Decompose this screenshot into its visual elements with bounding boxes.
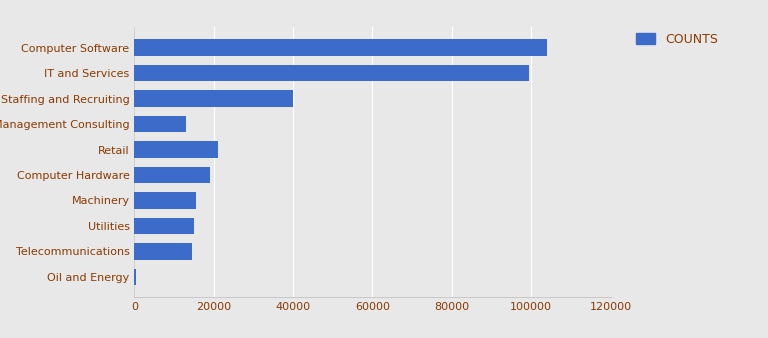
Legend: COUNTS: COUNTS <box>631 28 723 51</box>
Bar <box>134 39 547 56</box>
Bar <box>134 243 192 260</box>
Bar <box>134 218 194 234</box>
Bar <box>134 141 218 158</box>
Bar <box>134 192 196 209</box>
Bar <box>134 116 186 132</box>
Bar <box>134 65 529 81</box>
Bar <box>134 167 210 183</box>
Bar <box>134 269 136 285</box>
Bar <box>134 90 293 107</box>
